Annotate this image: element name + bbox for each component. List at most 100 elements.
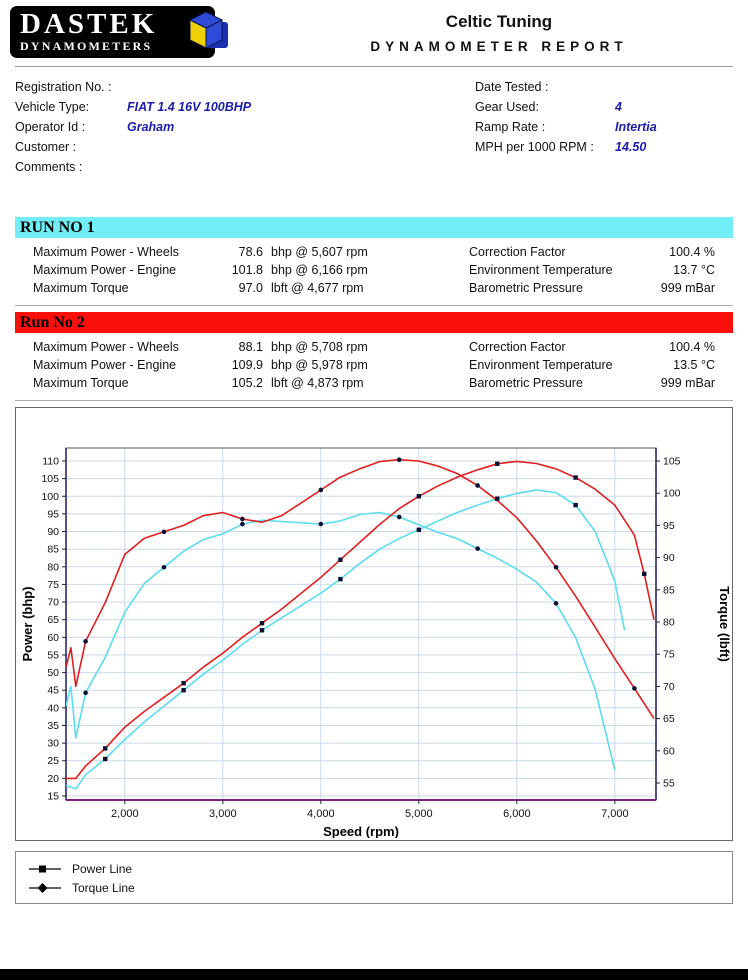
svg-text:70: 70 bbox=[47, 597, 59, 609]
svg-text:100: 100 bbox=[41, 491, 59, 503]
stat-label: Maximum Power - Engine bbox=[33, 263, 177, 277]
stat-unit: lbft @ 4,873 rpm bbox=[271, 376, 364, 390]
info-field-customer: Customer : bbox=[15, 137, 475, 157]
header-divider bbox=[15, 66, 733, 67]
report-header: DASTEK DYNAMOMETERS Celtic Tuning DYNAMO… bbox=[0, 0, 748, 64]
stat-value: 105.2 bbox=[231, 376, 263, 390]
svg-text:75: 75 bbox=[47, 579, 59, 591]
svg-text:35: 35 bbox=[47, 720, 59, 732]
svg-text:75: 75 bbox=[663, 649, 675, 661]
info-right-column: Date Tested : Gear Used: 4 Ramp Rate : I… bbox=[475, 77, 733, 177]
stat-value: 101.8 bbox=[231, 263, 263, 277]
legend-label: Power Line bbox=[72, 861, 133, 876]
svg-text:95: 95 bbox=[663, 520, 675, 532]
field-label: MPH per 1000 RPM : bbox=[475, 140, 594, 154]
stat-value: 88.1 bbox=[238, 340, 263, 354]
run-1-stats: Maximum Power - Wheels 78.6 bhp @ 5,607 … bbox=[0, 238, 748, 299]
stat-label: Barometric Pressure bbox=[469, 281, 583, 295]
svg-text:65: 65 bbox=[663, 713, 675, 725]
power-line-marker-icon bbox=[29, 865, 61, 872]
run-2-title: Run No 2 bbox=[20, 313, 85, 331]
stat-value: 109.9 bbox=[231, 358, 263, 372]
max-power-wheels-row: Maximum Power - Wheels 78.6 bhp @ 5,607 … bbox=[15, 243, 465, 261]
svg-text:Power (bhp): Power (bhp) bbox=[20, 586, 35, 661]
barometric-pressure-row: Barometric Pressure 999 mBar bbox=[465, 279, 733, 297]
stat-label: Barometric Pressure bbox=[469, 376, 583, 390]
dyno-chart-svg: 15 20 25 30 35 40 45 50 55 60 65 70 75 80 85 90 95 100 105… bbox=[20, 447, 732, 839]
svg-text:95: 95 bbox=[47, 508, 59, 520]
svg-text:90: 90 bbox=[47, 526, 59, 538]
legend-item-power-line: Power Line bbox=[28, 859, 720, 878]
field-value: 14.50 bbox=[615, 140, 647, 154]
stat-unit: lbft @ 4,677 rpm bbox=[271, 281, 364, 295]
field-label: Registration No. : bbox=[15, 80, 112, 94]
svg-text:5,000: 5,000 bbox=[405, 808, 433, 820]
field-value: FIAT 1.4 16V 100BHP bbox=[127, 100, 252, 114]
svg-text:90: 90 bbox=[663, 552, 675, 564]
barometric-pressure-row: Barometric Pressure 999 mBar bbox=[465, 374, 733, 392]
dyno-chart: 15 20 25 30 35 40 45 50 55 60 65 70 75 80 85 90 95 100 105… bbox=[15, 407, 733, 841]
max-torque-row: Maximum Torque 97.0 lbft @ 4,677 rpm bbox=[15, 279, 465, 297]
stat-label: Environment Temperature bbox=[469, 263, 613, 277]
section-divider bbox=[15, 400, 733, 401]
section-divider bbox=[15, 305, 733, 306]
info-field-date-tested: Date Tested : bbox=[475, 77, 733, 97]
svg-text:6,000: 6,000 bbox=[503, 808, 531, 820]
stat-label: Maximum Power - Wheels bbox=[33, 340, 179, 354]
field-value: 4 bbox=[615, 100, 622, 114]
logo-brand-text: DASTEK bbox=[20, 8, 158, 40]
stat-value: 100.4 % bbox=[669, 245, 715, 259]
field-label: Ramp Rate : bbox=[475, 120, 546, 134]
svg-text:Torque (lbft): Torque (lbft) bbox=[717, 586, 732, 662]
stat-value: 999 mBar bbox=[660, 281, 715, 295]
correction-factor-row: Correction Factor 100.4 % bbox=[465, 243, 733, 261]
environment-temperature-row: Environment Temperature 13.7 °C bbox=[465, 261, 733, 279]
svg-text:40: 40 bbox=[47, 702, 59, 714]
correction-factor-row: Correction Factor 100.4 % bbox=[465, 338, 733, 356]
svg-text:60: 60 bbox=[47, 632, 59, 644]
stat-value: 13.5 °C bbox=[673, 358, 715, 372]
svg-text:85: 85 bbox=[663, 584, 675, 596]
stat-unit: bhp @ 5,607 rpm bbox=[271, 245, 368, 259]
svg-text:60: 60 bbox=[663, 745, 675, 757]
svg-text:55: 55 bbox=[47, 649, 59, 661]
svg-text:Speed (rpm): Speed (rpm) bbox=[323, 824, 399, 838]
svg-text:70: 70 bbox=[663, 681, 675, 693]
field-label: Customer : bbox=[15, 140, 77, 154]
field-value: Graham bbox=[127, 120, 175, 134]
environment-temperature-row: Environment Temperature 13.5 °C bbox=[465, 356, 733, 374]
run-1-stats-left: Maximum Power - Wheels 78.6 bhp @ 5,607 … bbox=[15, 243, 465, 297]
title-block: Celtic Tuning DYNAMOMETER REPORT bbox=[270, 12, 728, 54]
max-power-engine-row: Maximum Power - Engine 101.8 bhp @ 6,166… bbox=[15, 261, 465, 279]
svg-text:65: 65 bbox=[47, 614, 59, 626]
max-power-engine-row: Maximum Power - Engine 109.9 bhp @ 5,978… bbox=[15, 356, 465, 374]
report-title: Celtic Tuning bbox=[445, 12, 553, 31]
svg-text:4,000: 4,000 bbox=[307, 808, 335, 820]
dastek-logo: DASTEK DYNAMOMETERS bbox=[10, 6, 215, 58]
field-label: Date Tested : bbox=[475, 80, 549, 94]
svg-text:50: 50 bbox=[47, 667, 59, 679]
vehicle-info-section: Registration No. : Vehicle Type: FIAT 1.… bbox=[0, 75, 748, 177]
stat-label: Maximum Power - Wheels bbox=[33, 245, 179, 259]
info-field-vehicle-type: Vehicle Type: FIAT 1.4 16V 100BHP bbox=[15, 97, 475, 117]
svg-text:55: 55 bbox=[663, 778, 675, 790]
run-1-stats-right: Correction Factor 100.4 % Environment Te… bbox=[465, 243, 733, 297]
svg-text:3,000: 3,000 bbox=[209, 808, 237, 820]
run-1-title: RUN NO 1 bbox=[20, 218, 95, 236]
info-left-column: Registration No. : Vehicle Type: FIAT 1.… bbox=[15, 77, 475, 177]
run-2-stats-left: Maximum Power - Wheels 88.1 bhp @ 5,708 … bbox=[15, 338, 465, 392]
stat-label: Maximum Torque bbox=[33, 281, 129, 295]
field-value: Intertia bbox=[615, 120, 657, 134]
stat-value: 999 mBar bbox=[660, 376, 715, 390]
svg-text:105: 105 bbox=[663, 456, 681, 468]
stat-label: Maximum Torque bbox=[33, 376, 129, 390]
torque-line-marker-icon bbox=[29, 882, 61, 893]
svg-text:25: 25 bbox=[47, 755, 59, 767]
legend-item-torque-line: Torque Line bbox=[28, 878, 720, 897]
run-1-section: RUN NO 1 Maximum Power - Wheels 78.6 bhp… bbox=[0, 217, 748, 306]
info-field-registration-no: Registration No. : bbox=[15, 77, 475, 97]
stat-label: Maximum Power - Engine bbox=[33, 358, 177, 372]
stat-value: 78.6 bbox=[238, 245, 263, 259]
svg-text:80: 80 bbox=[47, 561, 59, 573]
